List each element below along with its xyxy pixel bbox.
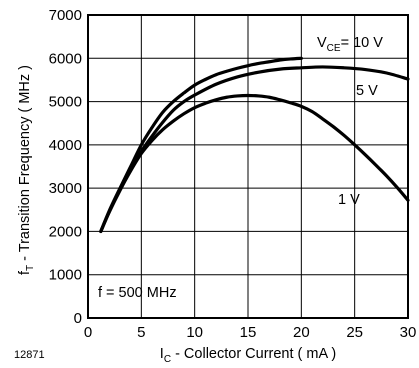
x-tick-labels: 0 5 10 15 20 25 30 [84, 324, 417, 341]
figure-id: 12871 [14, 349, 45, 361]
y-tick-label-2000: 2000 [49, 223, 82, 240]
plot-frame [87, 14, 409, 319]
x-tick-label-20: 20 [293, 324, 310, 341]
series-label-vce-10v-main: V [317, 35, 327, 51]
y-tick-label-1000: 1000 [49, 267, 82, 284]
series-label-vce-10v-rest: = 10 V [341, 35, 384, 51]
y-tick-label-7000: 7000 [49, 7, 82, 24]
grid [88, 15, 408, 318]
x-axis-title-rest: - Collector Current ( mA ) [171, 346, 336, 362]
y-tick-label-6000: 6000 [49, 50, 82, 67]
series-label-vce-10v: VCE= 10 V [317, 35, 383, 54]
series-label-vce-10v-sub: CE [327, 43, 341, 54]
x-tick-label-30: 30 [400, 324, 417, 341]
y-axis-title: fT - Transition Frequency ( MHz ) [17, 65, 36, 275]
x-axis-title: IC - Collector Current ( mA ) [160, 346, 336, 365]
y-axis-title-main: f [17, 270, 33, 275]
y-tick-label-3000: 3000 [49, 180, 82, 197]
x-tick-label-15: 15 [240, 324, 257, 341]
x-tick-label-0: 0 [84, 324, 92, 341]
y-axis-title-rest: - Transition Frequency ( MHz ) [17, 65, 33, 265]
curve-vce-1v [99, 93, 410, 234]
y-tick-label-0: 0 [74, 310, 82, 327]
y-tick-labels: 0 1000 2000 3000 4000 5000 6000 7000 [49, 7, 82, 327]
y-axis-title-sub: T [25, 265, 36, 271]
y-tick-label-4000: 4000 [49, 137, 82, 154]
x-axis-title-sub: C [164, 354, 171, 365]
series-label-5v: 5 V [356, 83, 378, 99]
frequency-annotation: f = 500 MHz [98, 285, 177, 301]
x-axis-title-main: I [160, 346, 164, 362]
series-label-1v: 1 V [338, 192, 360, 208]
x-tick-label-10: 10 [186, 324, 203, 341]
x-tick-label-25: 25 [346, 324, 363, 341]
x-tick-label-5: 5 [137, 324, 145, 341]
curves [99, 56, 410, 234]
y-tick-label-5000: 5000 [49, 94, 82, 111]
